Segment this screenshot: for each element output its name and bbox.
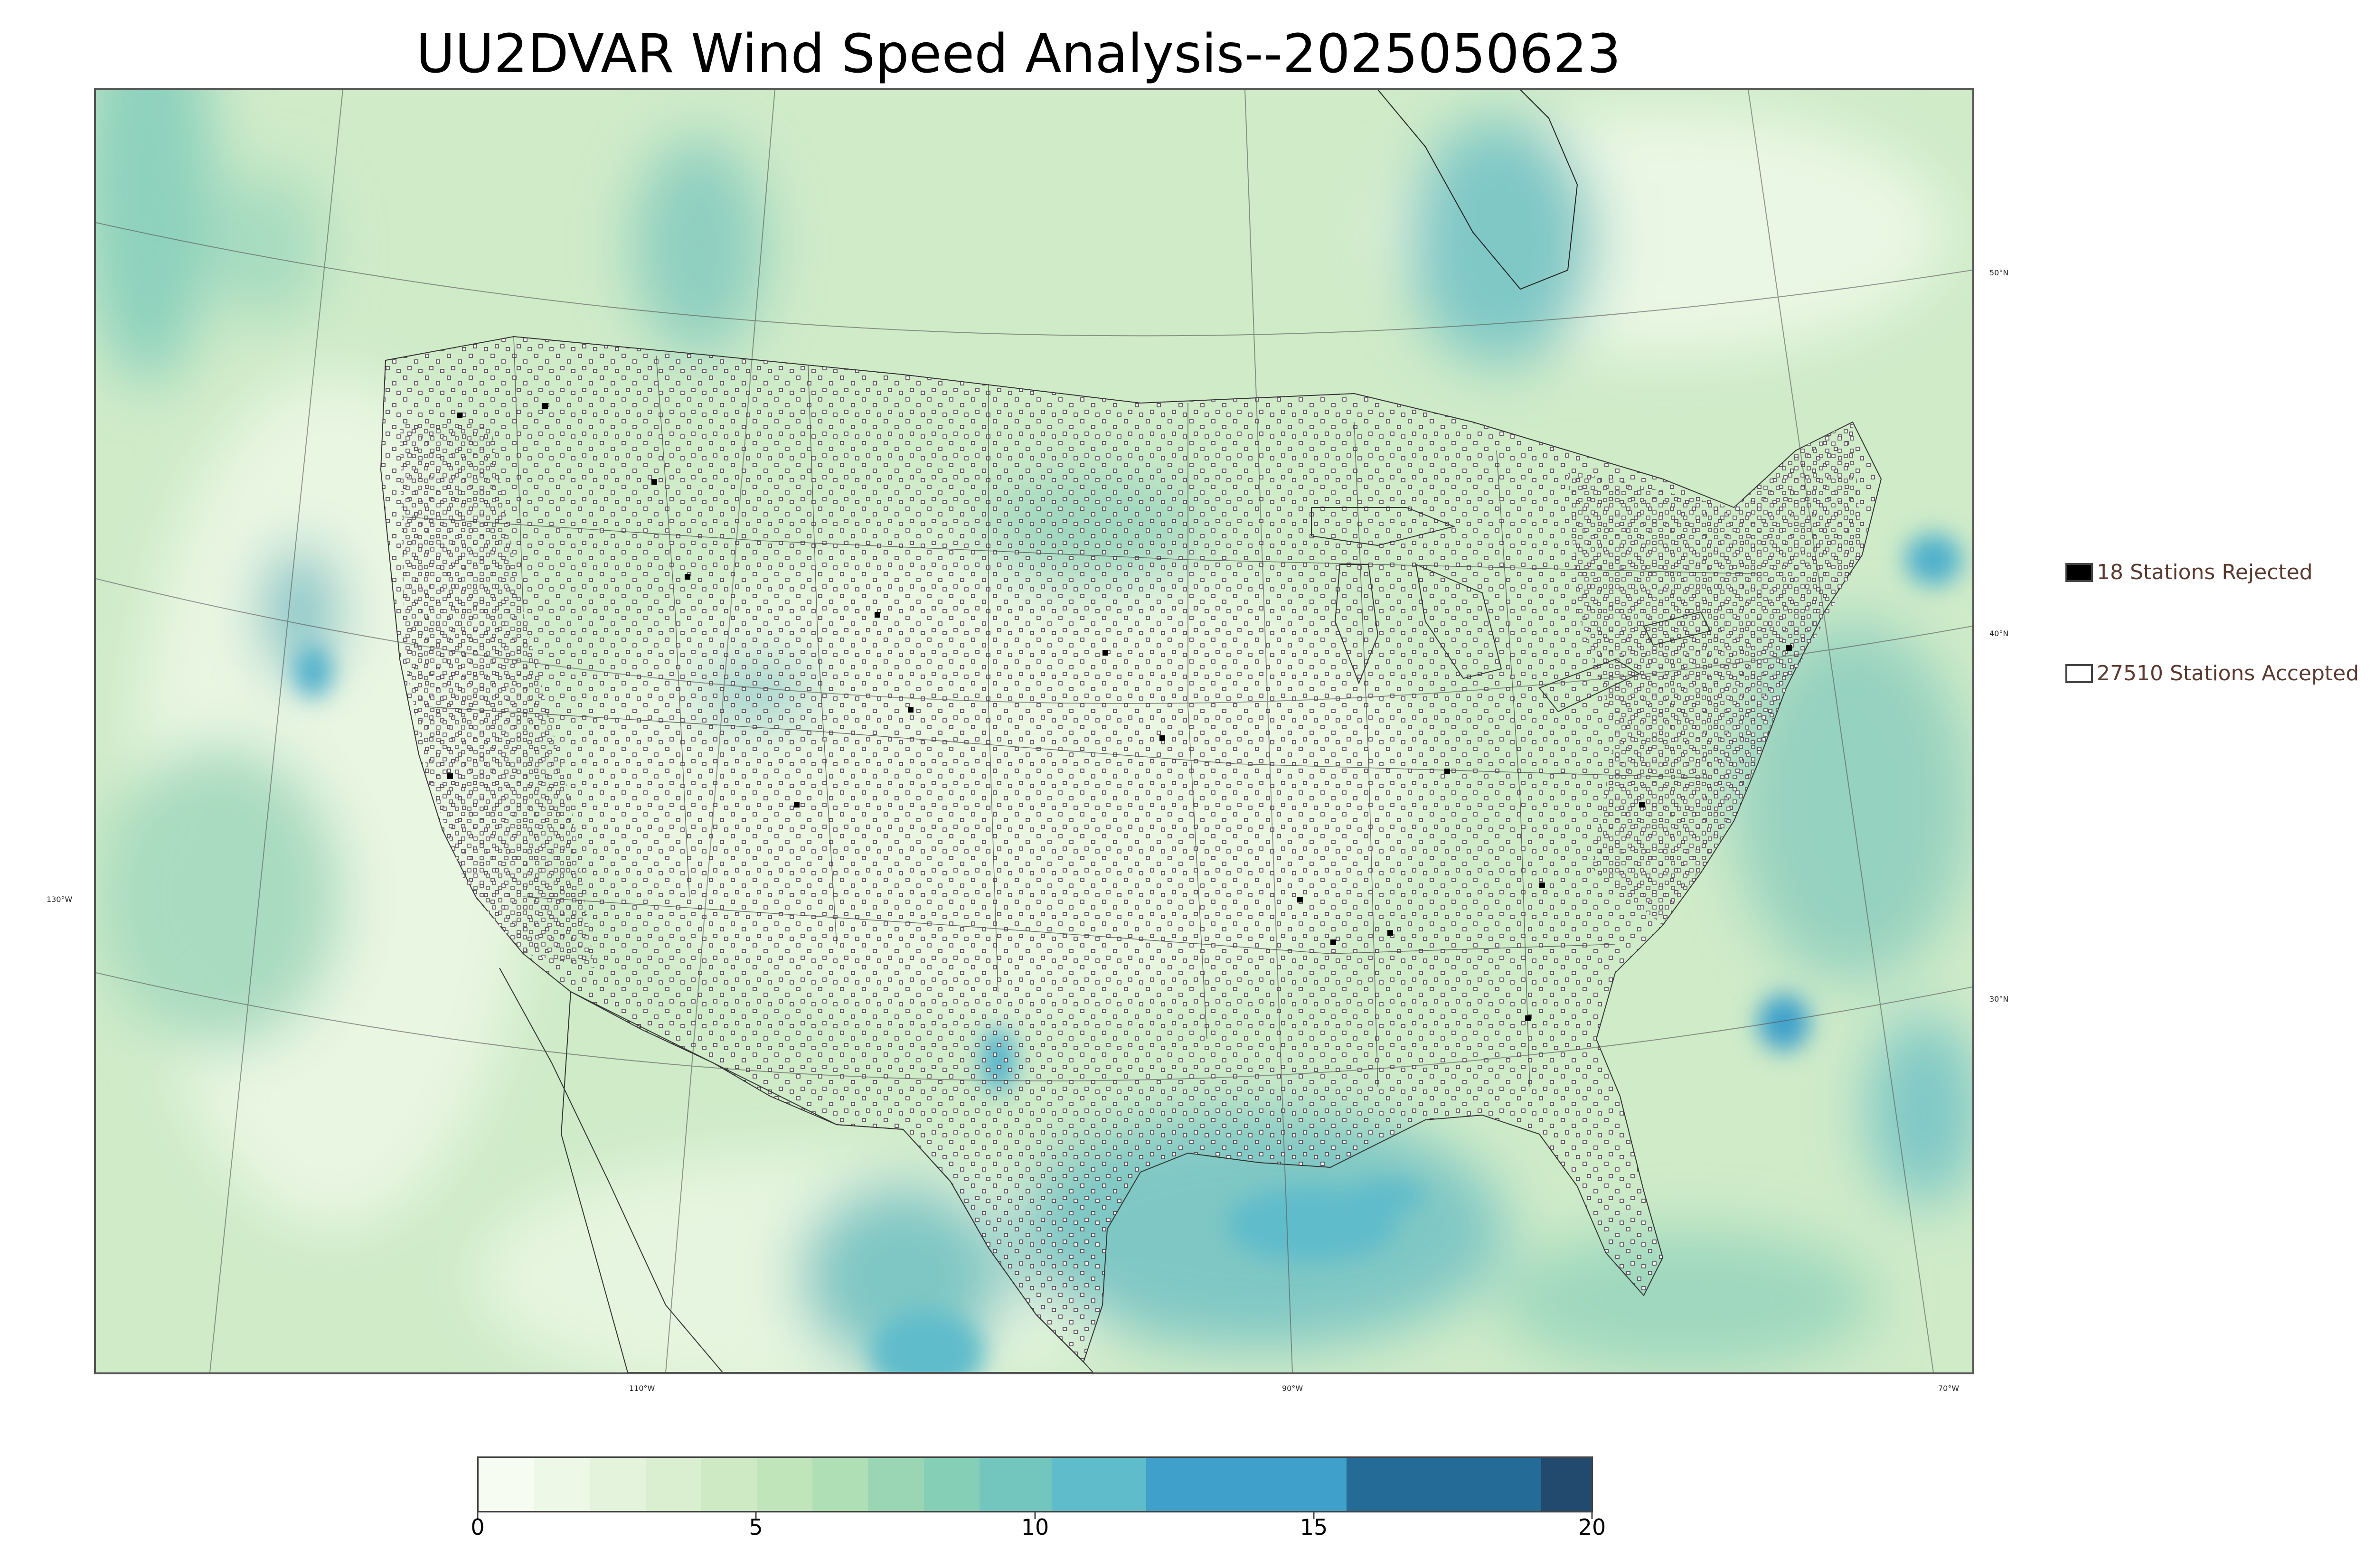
colorbar-segment [1541,1458,1592,1511]
colorbar-segment [479,1458,535,1511]
rejected-stations [447,403,1792,1021]
colorbar-segment [979,1458,1052,1511]
lat-label-40n: 40°N [1989,629,2009,638]
colorbar-segment [590,1458,646,1511]
state-boundaries [404,336,1758,1087]
mexico-land [560,991,1094,1372]
lat-label-30n: 30°N [1989,995,2009,1004]
map-canvas [96,90,1972,1372]
colorbar-segment [1146,1458,1347,1511]
graticule [96,90,1972,1372]
colorbar-tick-mark [477,1512,479,1519]
wind-speed-colorbar [477,1456,1593,1512]
wind-speed-map[interactable] [94,88,1974,1374]
colorbar-segment [756,1458,813,1511]
colorbar-segment [645,1458,701,1511]
hudson-bay [1377,90,1578,290]
accepted-swatch [2065,664,2093,683]
baja-peninsula [499,967,723,1372]
legend-rejected: 18 Stations Rejected [2065,560,2313,584]
colorbar-tick-20: 20 [1578,1514,1606,1540]
colorbar-segment [868,1458,924,1511]
lon-label-130w: 130°W [47,895,73,904]
colorbar-tick-10: 10 [1021,1514,1049,1540]
lat-label-50n: 50°N [1989,268,2009,277]
colorbar-segment [923,1458,980,1511]
lon-label-110w: 110°W [629,1384,655,1393]
colorbar-segment [1347,1458,1542,1511]
east-coast-dense [1568,422,1862,925]
colorbar-segment [701,1458,757,1511]
colorbar-tick-15: 15 [1300,1514,1328,1540]
colorbar-segment [534,1458,590,1511]
lon-label-70w: 70°W [1938,1384,1959,1393]
colorbar-tick-mark [755,1512,757,1519]
colorbar-segment [1052,1458,1147,1511]
colorbar-tick-mark [1034,1512,1036,1519]
colorbar-tick-mark [1313,1512,1315,1519]
accepted-label: 27510 Stations Accepted [2097,661,2359,685]
rejected-swatch [2065,563,2093,582]
colorbar-tick-5: 5 [749,1514,763,1540]
legend-accepted: 27510 Stations Accepted [2065,661,2359,685]
west-coast-dense [400,422,594,968]
map-title: UU2DVAR Wind Speed Analysis--2025050623 [416,23,1621,85]
colorbar-segment [812,1458,868,1511]
rejected-label: 18 Stations Rejected [2097,560,2313,584]
colorbar-tick-0: 0 [471,1514,485,1540]
lon-label-90w: 90°W [1282,1384,1303,1393]
colorbar-tick-mark [1591,1512,1593,1519]
